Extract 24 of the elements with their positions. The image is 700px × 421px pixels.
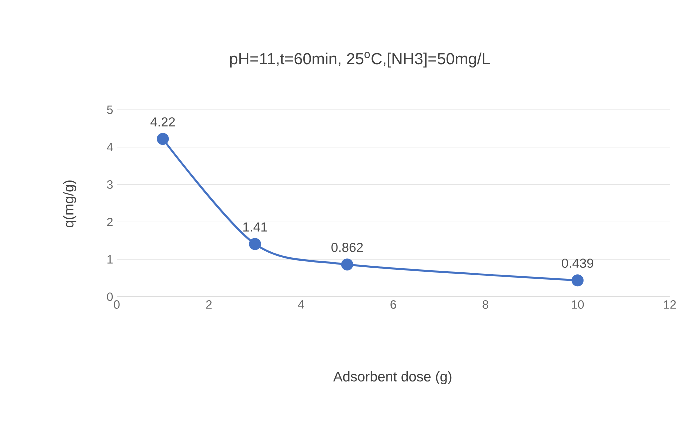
x-tick-label: 12 <box>664 300 676 309</box>
point <box>341 258 354 271</box>
x-axis-title: Adsorbent dose (g) <box>334 371 452 385</box>
x-tick-label: 10 <box>572 300 584 310</box>
x-tick-label: 4 <box>298 300 304 309</box>
y-tick-label: 2 <box>107 218 113 226</box>
data-label: 0.862 <box>332 243 364 252</box>
chart-title: pH=11,t=60min, 25$^{o}$C,[NH3]=50mg/L <box>230 52 490 68</box>
x-tick-label: 8 <box>482 300 488 310</box>
y-tick-label: 0 <box>107 292 114 302</box>
x-tick-label: 2 <box>206 300 212 309</box>
data-label: 1.41 <box>244 222 268 232</box>
y-tick-label: 1 <box>108 255 113 264</box>
y-tick-label: 3 <box>107 180 113 190</box>
x-tick-label: 6 <box>390 300 396 310</box>
data-label: 0.439 <box>562 258 594 268</box>
y-axis-title: q(mg/g) <box>63 180 77 228</box>
x-tick-label: 0 <box>114 300 120 310</box>
point <box>249 238 262 250</box>
point <box>572 274 584 287</box>
y-tick-label: 4 <box>107 143 114 152</box>
data-label: 4.22 <box>150 118 176 127</box>
y-tick-label: 5 <box>107 106 113 114</box>
point <box>157 133 170 146</box>
